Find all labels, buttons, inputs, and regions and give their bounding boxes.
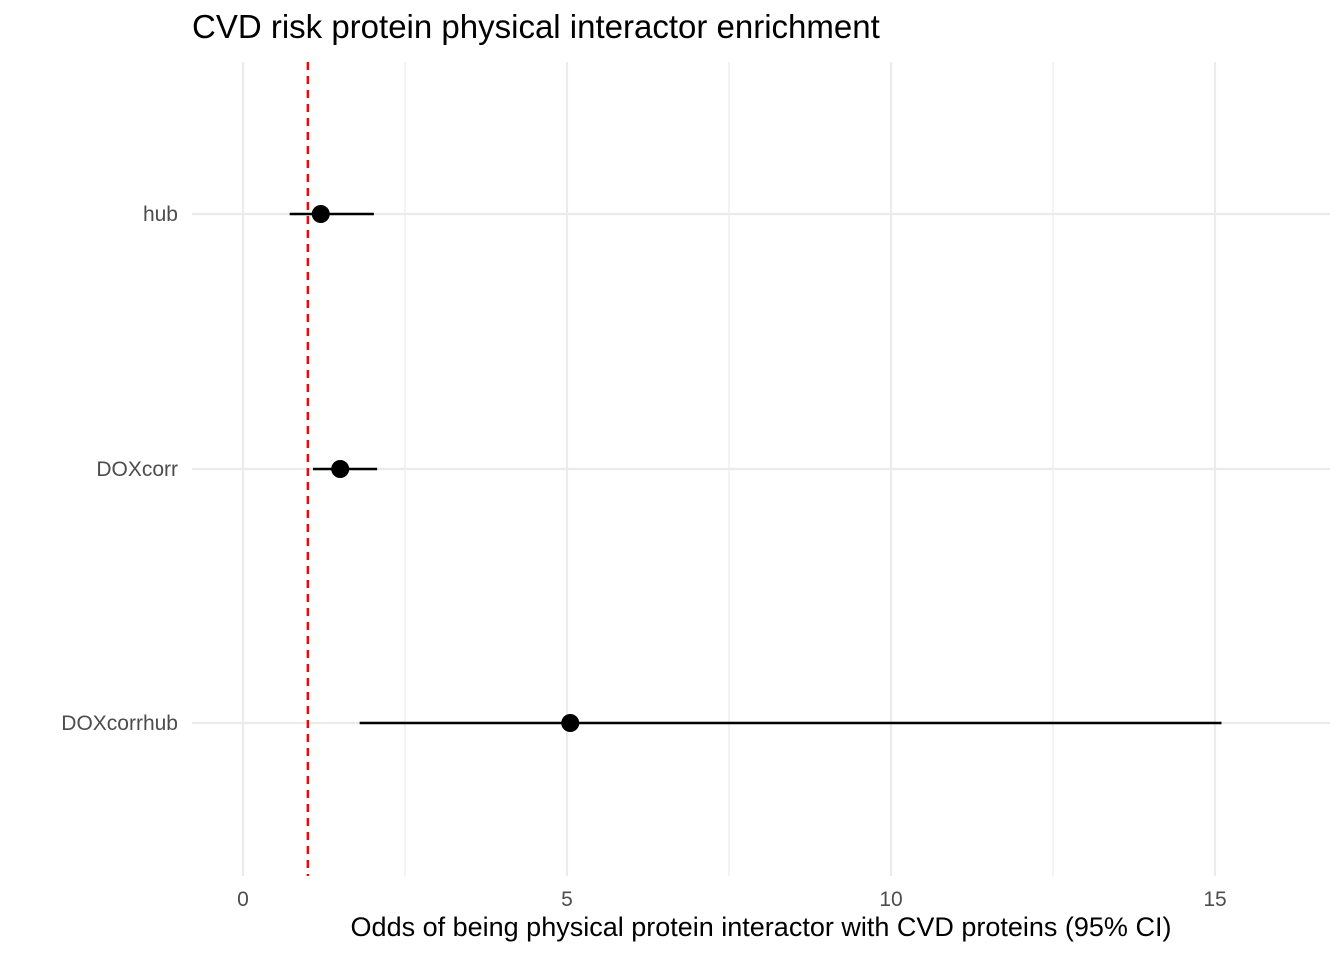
x-tick-label: 0 xyxy=(237,888,249,911)
x-axis-label: Odds of being physical protein interacto… xyxy=(350,912,1172,942)
y-tick-label: hub xyxy=(143,203,178,226)
x-tick-label: 15 xyxy=(1203,888,1226,911)
x-tick-label: 10 xyxy=(879,888,902,911)
y-tick-label: DOXcorr xyxy=(96,458,178,481)
estimate-point xyxy=(331,460,350,478)
x-tick-label: 5 xyxy=(561,888,573,911)
estimate-point xyxy=(561,714,580,732)
estimate-point xyxy=(311,205,330,223)
y-tick-label: DOXcorrhub xyxy=(61,712,178,735)
chart-title: CVD risk protein physical interactor enr… xyxy=(192,8,880,45)
